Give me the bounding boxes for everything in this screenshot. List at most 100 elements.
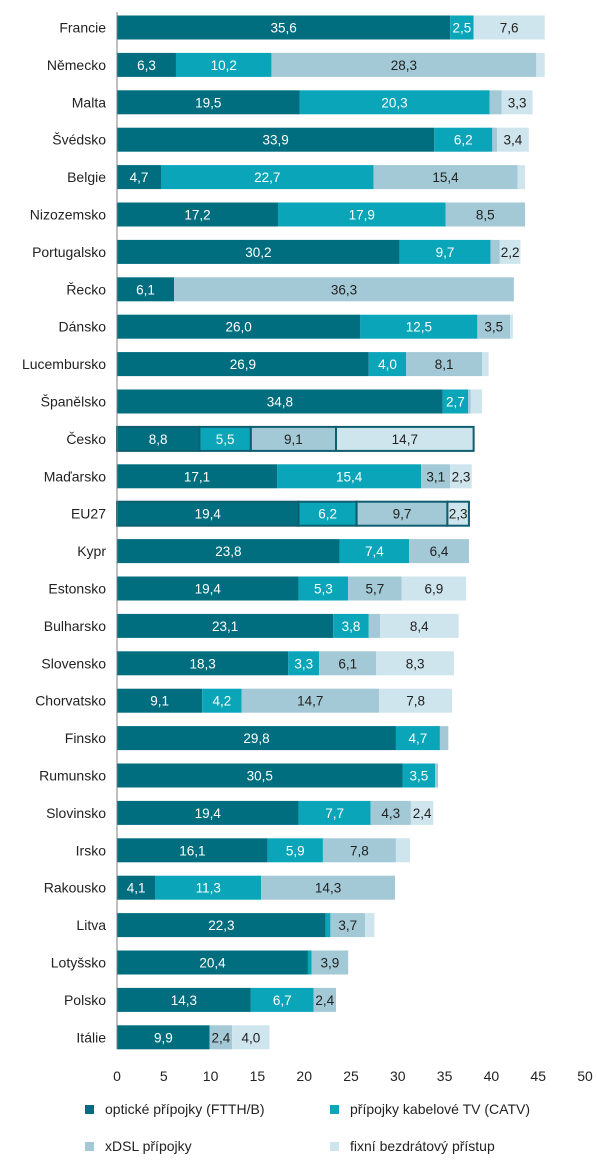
data-label-fwa-estonsko: 6,9	[424, 582, 443, 597]
data-label-ftth-litva: 22,3	[208, 918, 234, 933]
legend-swatch-xdsl	[85, 1142, 94, 1151]
data-label-xdsl-madarsko: 3,1	[426, 469, 445, 484]
fwa-segment-estonsko	[401, 576, 467, 601]
x-tick-0: 0	[113, 1068, 121, 1084]
data-label-catv-francie: 2,5	[453, 21, 472, 36]
ftth-segment-lucembursko	[117, 352, 369, 377]
data-label-catv-spanelsko: 2,7	[446, 395, 465, 410]
ftth-segment-francie	[117, 15, 451, 40]
data-label-ftth-francie: 35,6	[270, 21, 296, 36]
xdsl-segment-slovensko	[319, 651, 377, 676]
fwa-segment-italie	[232, 1025, 270, 1050]
data-label-catv-eu27: 6,2	[318, 507, 337, 522]
data-label-ftth-slovensko: 18,3	[190, 656, 216, 671]
fwa-segment-francie	[473, 15, 545, 40]
fwa-segment-lucembursko	[482, 352, 489, 377]
ftth-segment-nemecko	[117, 52, 176, 77]
data-label-xdsl-irsko: 7,8	[350, 843, 369, 858]
catv-segment-svedsko	[434, 127, 493, 152]
data-label-fwa-madarsko: 2,3	[452, 469, 471, 484]
xdsl-segment-malta	[489, 90, 502, 115]
category-label-kypr: Kypr	[77, 543, 106, 559]
data-label-ftth-rumunsko: 30,5	[247, 769, 273, 784]
x-tick-15: 15	[250, 1068, 266, 1084]
ftth-segment-irsko	[117, 838, 268, 863]
data-label-ftth-svedsko: 33,9	[263, 133, 289, 148]
data-label-catv-irsko: 5,9	[286, 843, 305, 858]
catv-segment-nizozemsko	[277, 202, 446, 227]
catv-segment-eu27	[297, 500, 358, 527]
xdsl-segment-recko	[174, 277, 514, 302]
ftth-segment-rumunsko	[117, 763, 403, 788]
data-label-ftth-slovinsko: 19,4	[195, 806, 222, 821]
catv-segment-slovensko	[288, 651, 320, 676]
xdsl-segment-rakousko	[261, 875, 395, 900]
catv-segment-chorvatsko	[202, 688, 242, 713]
category-label-svedsko: Švédsko	[52, 132, 106, 148]
catv-segment-estonsko	[298, 576, 349, 601]
xdsl-segment-irsko	[322, 838, 396, 863]
catv-segment-polsko	[250, 987, 314, 1012]
data-label-catv-rumunsko: 3,5	[409, 769, 428, 784]
catv-segment-belgie	[160, 165, 374, 190]
xdsl-segment-nemecko	[271, 52, 537, 77]
data-label-catv-svedsko: 6,2	[454, 133, 473, 148]
fwa-segment-belgie	[517, 165, 526, 190]
data-label-fwa-chorvatsko: 7,8	[406, 694, 425, 709]
catv-segment-rumunsko	[402, 763, 436, 788]
category-label-eu27: EU27	[71, 506, 106, 522]
fwa-segment-portugalsko	[499, 239, 521, 264]
data-label-fwa-bulharsko: 8,4	[410, 619, 429, 634]
xdsl-segment-nizozemsko	[445, 202, 526, 227]
catv-segment-kypr	[339, 539, 410, 564]
data-label-xdsl-lotyssko: 3,9	[321, 956, 340, 971]
ftth-segment-slovensko	[117, 651, 289, 676]
data-label-xdsl-nemecko: 28,3	[391, 58, 417, 73]
xdsl-segment-bulharsko	[368, 613, 381, 638]
category-label-cesko: Česko	[66, 431, 106, 447]
data-label-catv-polsko: 6,7	[273, 993, 292, 1008]
x-tick-40: 40	[484, 1068, 500, 1084]
ftth-segment-malta	[117, 90, 300, 115]
data-label-fwa-eu27: 2,3	[449, 507, 468, 522]
fwa-segment-bulharsko	[380, 613, 459, 638]
category-label-madarsko: Maďarsko	[44, 468, 107, 484]
fwa-segment-irsko	[395, 838, 410, 863]
ftth-segment-italie	[117, 1025, 210, 1050]
fwa-segment-eu27	[446, 500, 470, 527]
data-label-fwa-malta: 3,3	[508, 95, 527, 110]
data-label-xdsl-slovinsko: 4,3	[381, 806, 400, 821]
data-label-ftth-malta: 19,5	[195, 95, 221, 110]
category-label-chorvatsko: Chorvatsko	[35, 693, 106, 709]
ftth-segment-madarsko	[117, 464, 278, 489]
ftth-segment-rakousko	[117, 875, 156, 900]
catv-segment-spanelsko	[442, 389, 468, 414]
bars-area: 35,6 2,5 7,6 6,3 10,2 28,3 19,5 20,3 3,3 33,9 6,2 3…	[116, 15, 545, 1050]
ftth-segment-svedsko	[117, 127, 435, 152]
data-label-ftth-nemecko: 6,3	[137, 58, 156, 73]
ftth-segment-finsko	[117, 726, 396, 751]
data-label-catv-finsko: 4,7	[409, 731, 428, 746]
ftth-segment-portugalsko	[117, 239, 400, 264]
ftth-segment-slovinsko	[117, 800, 299, 825]
ftth-segment-dansko	[117, 314, 361, 339]
data-label-ftth-madarsko: 17,1	[184, 469, 210, 484]
data-label-fwa-italie: 4,0	[241, 1030, 260, 1045]
catv-segment-finsko	[395, 726, 440, 751]
data-label-xdsl-cesko: 9,1	[284, 432, 303, 447]
category-label-portugalsko: Portugalsko	[32, 244, 106, 260]
data-label-ftth-nizozemsko: 17,2	[184, 208, 210, 223]
data-label-xdsl-litva: 3,7	[338, 918, 357, 933]
category-labels: Francie Německo Malta Švédsko Belgie Nizozems…	[22, 20, 106, 1046]
category-label-rakousko: Rakousko	[44, 880, 106, 896]
category-label-dansko: Dánsko	[59, 319, 107, 335]
x-tick-30: 30	[390, 1068, 406, 1084]
data-label-ftth-rakousko: 4,1	[127, 881, 146, 896]
xdsl-segment-chorvatsko	[241, 688, 380, 713]
fwa-segment-chorvatsko	[379, 688, 453, 713]
data-label-fwa-cesko: 14,7	[392, 432, 418, 447]
data-label-ftth-kypr: 23,8	[215, 544, 241, 559]
data-label-xdsl-chorvatsko: 14,7	[297, 694, 323, 709]
data-label-xdsl-polsko: 2,4	[315, 993, 334, 1008]
data-label-ftth-finsko: 29,8	[243, 731, 269, 746]
